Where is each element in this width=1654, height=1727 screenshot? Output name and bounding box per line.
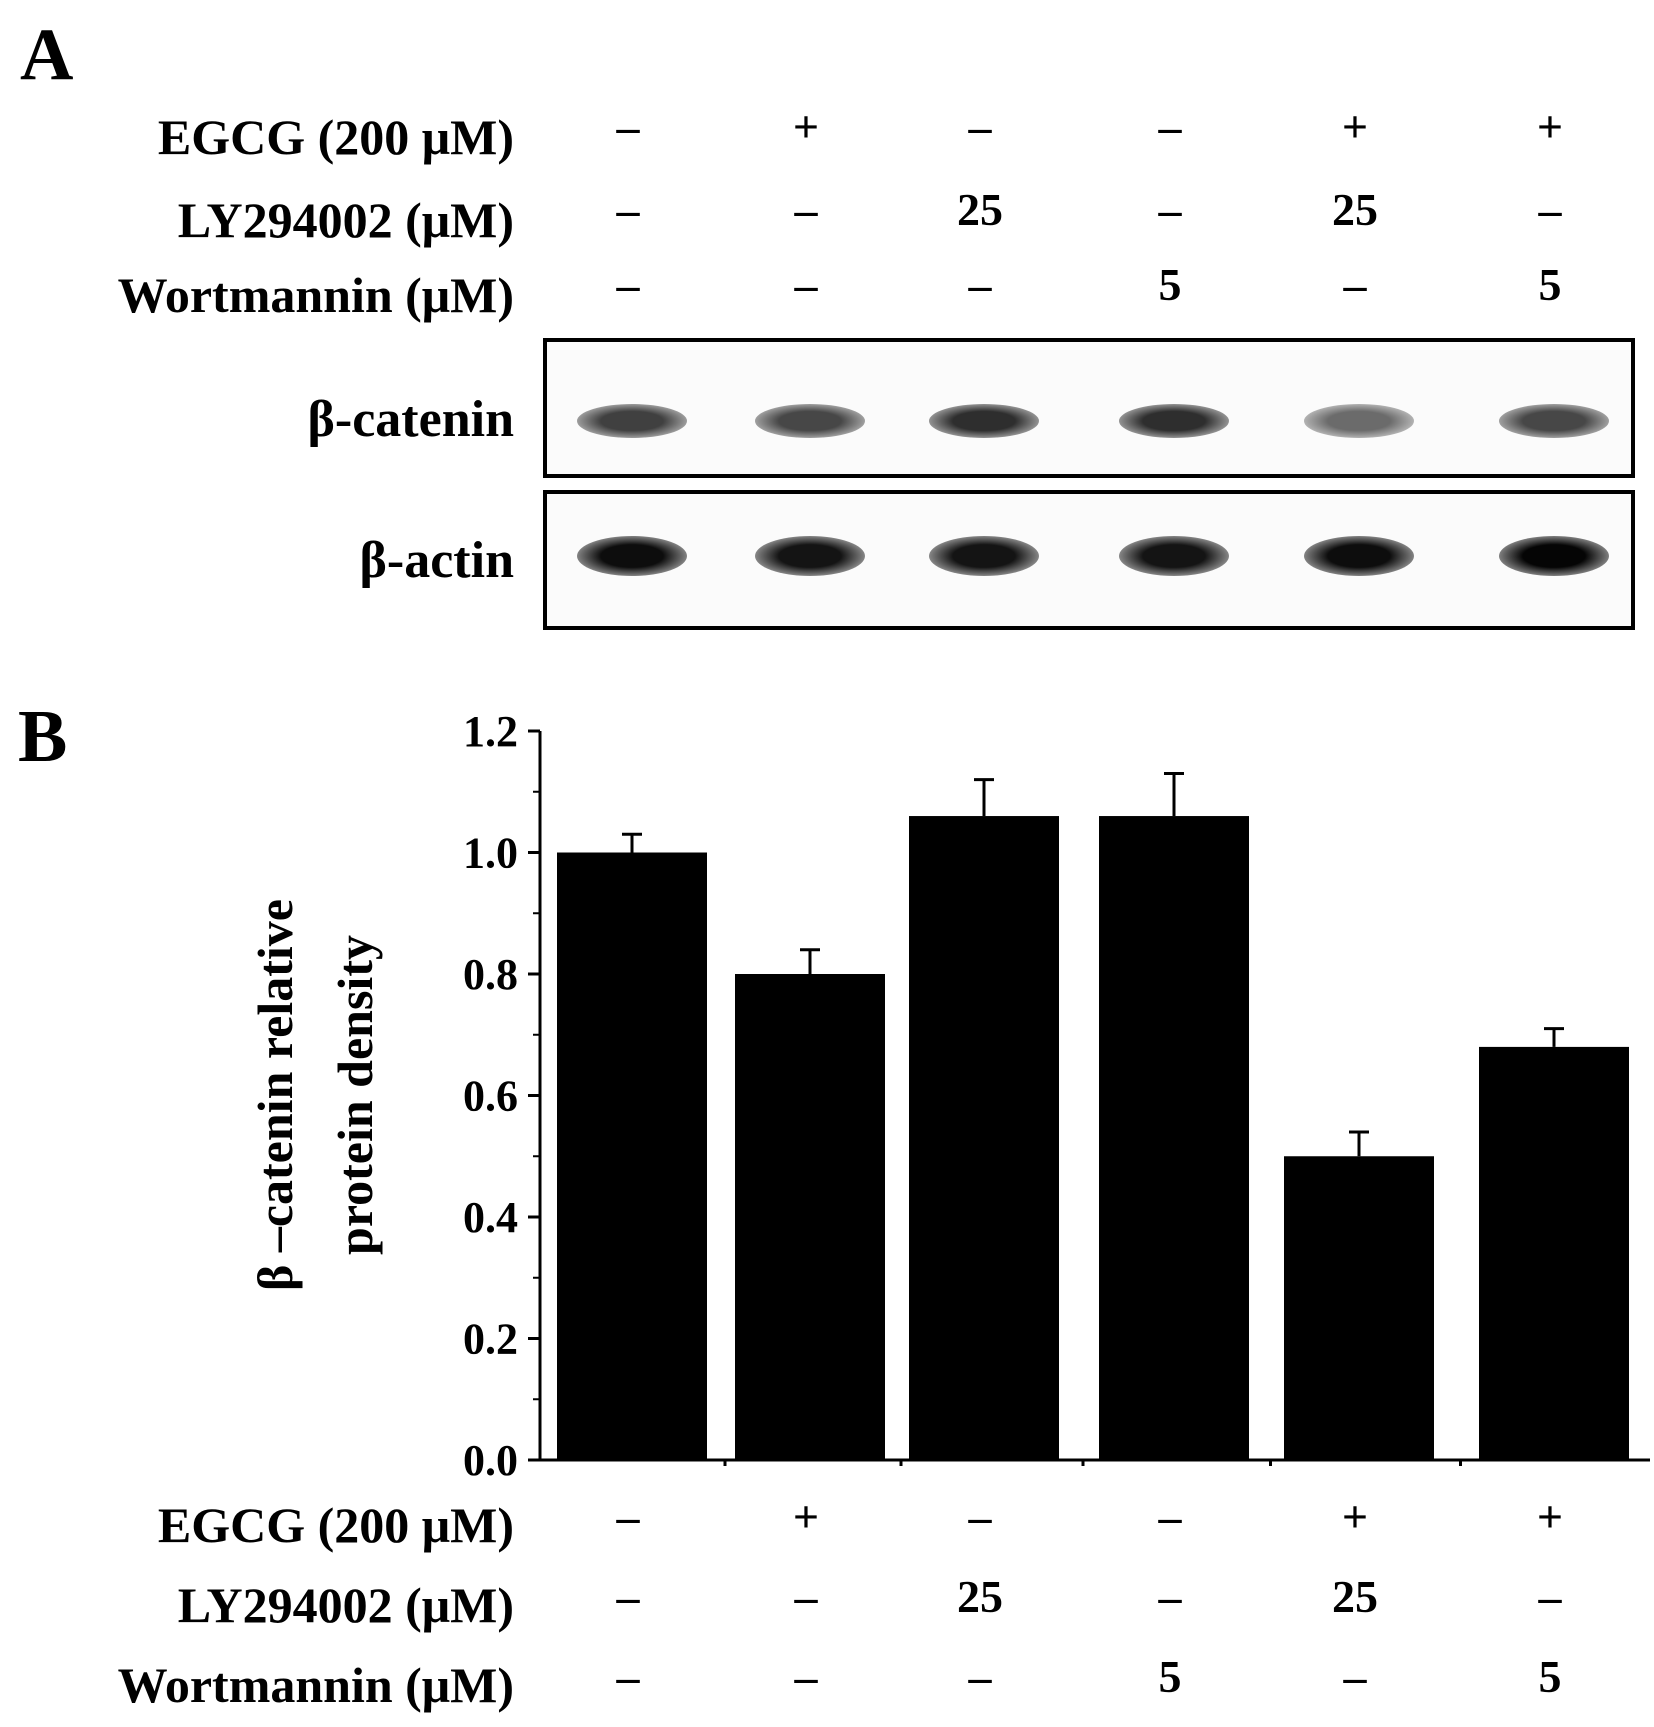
condition-cell: – xyxy=(1343,1651,1367,1702)
panel-a-letter: A xyxy=(20,14,74,96)
blot-band xyxy=(1119,404,1229,438)
y-axis-label-line: protein density xyxy=(327,935,383,1255)
y-axis-label-line: β –catenin relative xyxy=(247,899,303,1291)
blot-band xyxy=(1119,536,1229,576)
blot-band xyxy=(577,536,687,576)
y-tick-label: 0.2 xyxy=(463,1315,518,1364)
condition-cell: – xyxy=(616,259,640,310)
blot-band xyxy=(755,404,865,438)
bar xyxy=(1284,1156,1434,1460)
condition-cell: – xyxy=(794,259,818,310)
y-tick-label: 0.0 xyxy=(463,1436,518,1485)
blot-label: β-catenin xyxy=(307,391,514,448)
condition-cell: – xyxy=(1538,1571,1562,1622)
condition-cell: 25 xyxy=(957,1571,1003,1622)
condition-row-label: EGCG (200 μM) xyxy=(157,109,514,165)
bar xyxy=(1479,1046,1629,1460)
condition-cell: – xyxy=(1343,259,1367,310)
condition-row-label: Wortmannin (μM) xyxy=(117,1657,514,1713)
y-tick-label: 0.8 xyxy=(463,950,518,999)
condition-row-label: EGCG (200 μM) xyxy=(157,1497,514,1553)
condition-cell: 5 xyxy=(1538,259,1562,310)
condition-cell: – xyxy=(1158,1491,1182,1542)
bar xyxy=(909,816,1059,1460)
condition-cell: – xyxy=(616,101,640,152)
condition-cell: – xyxy=(1158,101,1182,152)
blot-panel xyxy=(543,338,1635,478)
condition-cell: + xyxy=(792,1491,820,1542)
condition-cell: – xyxy=(968,1651,992,1702)
condition-cell: – xyxy=(794,1651,818,1702)
blot-band xyxy=(1304,536,1414,576)
blot-band xyxy=(1499,536,1609,576)
condition-cell: – xyxy=(1158,1571,1182,1622)
panel-b-letter: B xyxy=(18,696,68,778)
condition-cell: – xyxy=(968,1491,992,1542)
condition-cell: 5 xyxy=(1158,259,1182,310)
blot-band xyxy=(929,536,1039,576)
condition-cell: + xyxy=(1536,1491,1564,1542)
blot-panel xyxy=(543,490,1635,630)
condition-cell: + xyxy=(1341,101,1369,152)
condition-cell: 25 xyxy=(957,184,1003,235)
y-tick-label: 1.0 xyxy=(463,829,518,878)
condition-cell: – xyxy=(616,1491,640,1542)
y-tick-label: 0.4 xyxy=(463,1193,518,1242)
condition-cell: + xyxy=(1536,101,1564,152)
condition-row-label: LY294002 (μM) xyxy=(177,192,514,248)
blot-label: β-actin xyxy=(359,532,514,589)
condition-cell: 5 xyxy=(1538,1651,1562,1702)
bar xyxy=(1099,816,1249,1460)
bar-chart: 0.0 0.2 0.4 0.6 0.8 1.0 1.2 β –catenin relative… xyxy=(247,707,1650,1485)
blot-band xyxy=(577,404,687,438)
condition-cell: – xyxy=(1538,184,1562,235)
condition-cell: 25 xyxy=(1332,1571,1378,1622)
condition-cell: – xyxy=(794,1571,818,1622)
condition-cell: 5 xyxy=(1158,1651,1182,1702)
condition-cell: – xyxy=(968,101,992,152)
blot-band xyxy=(1304,404,1414,438)
condition-cell: 25 xyxy=(1332,184,1378,235)
condition-cell: – xyxy=(616,184,640,235)
blot-band xyxy=(929,404,1039,438)
condition-cell: – xyxy=(616,1651,640,1702)
condition-cell: + xyxy=(1341,1491,1369,1542)
condition-cell: – xyxy=(1158,184,1182,235)
condition-row-label: Wortmannin (μM) xyxy=(117,267,514,323)
y-axis-label: β –catenin relative protein density xyxy=(247,899,383,1291)
y-tick-label: 0.6 xyxy=(463,1072,518,1121)
y-tick-label: 1.2 xyxy=(463,707,518,756)
condition-cell: + xyxy=(792,101,820,152)
bar xyxy=(735,974,885,1460)
condition-row-label: LY294002 (μM) xyxy=(177,1577,514,1633)
bar xyxy=(557,852,707,1460)
condition-cell: – xyxy=(794,184,818,235)
condition-cell: – xyxy=(968,259,992,310)
condition-cell: – xyxy=(616,1571,640,1622)
blot-band xyxy=(1499,404,1609,438)
blot-band xyxy=(755,536,865,576)
